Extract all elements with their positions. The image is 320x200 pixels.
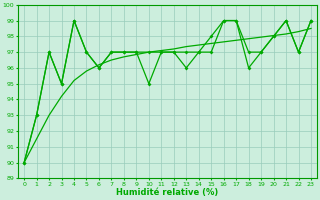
X-axis label: Humidité relative (%): Humidité relative (%) [116,188,219,197]
